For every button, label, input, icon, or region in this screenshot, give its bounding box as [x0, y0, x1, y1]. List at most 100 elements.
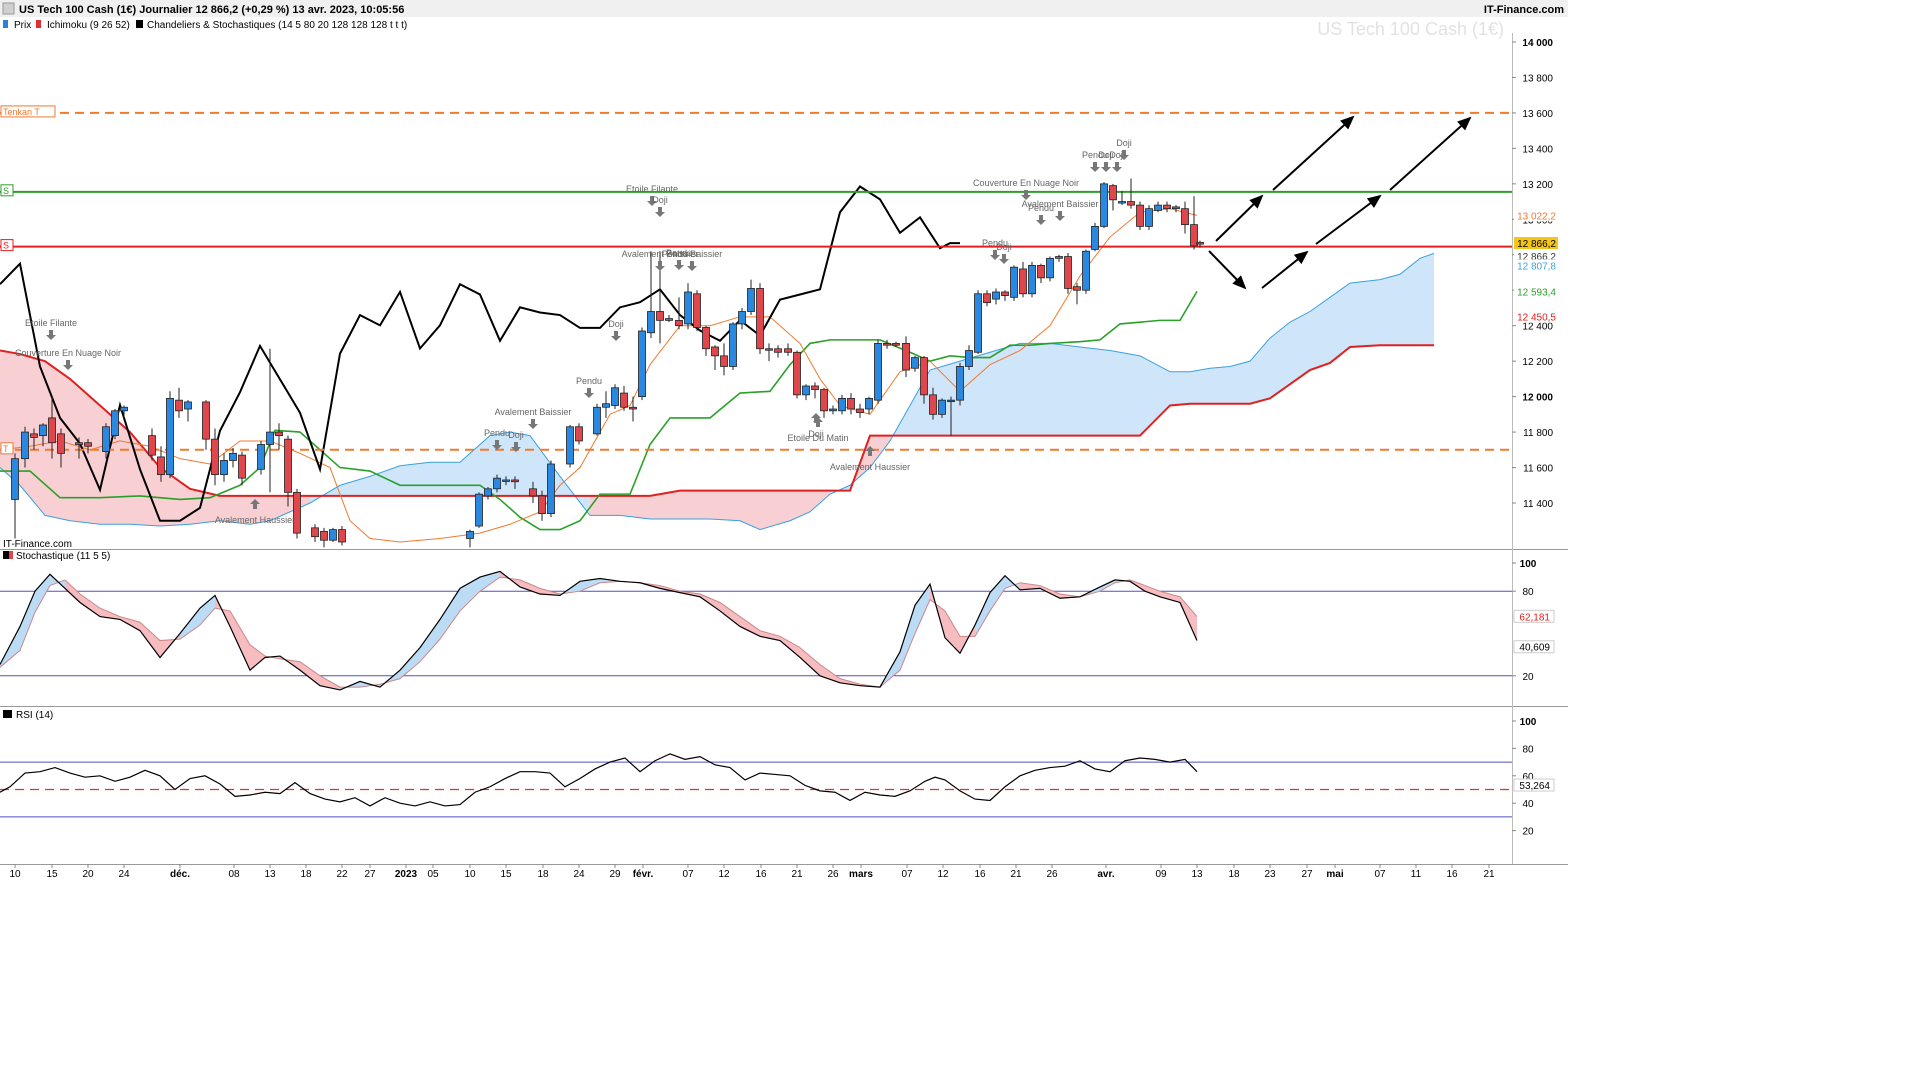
- pattern-label: Doji: [652, 195, 668, 205]
- candle-body: [1001, 291, 1009, 296]
- cloud-segment: [590, 495, 620, 516]
- stoch-fill: [580, 578, 600, 592]
- stoch-value-box: [1513, 609, 1555, 623]
- cloud-segment: [430, 462, 460, 496]
- date-tick-label: 13: [1191, 869, 1203, 880]
- cloud-segment: [1250, 338, 1270, 404]
- stoch-fill: [80, 594, 100, 617]
- stoch-fill: [1100, 579, 1115, 592]
- candle-body: [166, 397, 174, 476]
- stoch-swatch-red: [9, 551, 13, 559]
- date-tick-label: 15: [500, 869, 512, 880]
- stoch-fill: [820, 664, 840, 683]
- date-tick-label: 18: [300, 869, 312, 880]
- cloud-segment: [1110, 350, 1140, 436]
- cloud-segment: [680, 490, 710, 519]
- date-tick-label: 22: [336, 869, 348, 880]
- rsi-tick-label: 80: [1522, 744, 1534, 755]
- senkou-span-b: [0, 344, 1434, 497]
- price-tick-label: 12 000: [1522, 393, 1553, 404]
- header-bar: [0, 0, 1568, 17]
- candle-body: [829, 408, 837, 412]
- stoch-fill: [975, 592, 990, 637]
- level-label-box: [0, 239, 14, 252]
- rsi-axis: 100 80 60 40 20 53,264: [1512, 717, 1555, 838]
- rsi-tick-label: 20: [1522, 827, 1534, 838]
- date-tick-label: 27: [1301, 869, 1313, 880]
- candle-body: [1046, 257, 1054, 279]
- candle-body: [202, 401, 210, 440]
- candle-body: [538, 495, 546, 515]
- stoch-fill: [480, 571, 500, 592]
- candle-body: [284, 438, 292, 493]
- candle-body: [1082, 250, 1090, 291]
- pattern-arrow-icon: [813, 417, 823, 427]
- candle-body: [75, 442, 83, 445]
- candle-body: [175, 399, 183, 412]
- price-tag: 12 807,8: [1517, 261, 1556, 272]
- pattern-label: Avalement Baissier: [622, 249, 699, 259]
- pattern-label: Pendu Baissier: [662, 249, 723, 259]
- pattern-label: Doji: [608, 319, 624, 329]
- level-labels: Tenkan T S S T: [0, 105, 56, 455]
- stoch-k-line: [0, 570, 1198, 691]
- cloud-segment: [1050, 343, 1080, 436]
- candle-body: [602, 403, 610, 408]
- legend-swatch-chandeliers: [136, 20, 143, 28]
- candle-body: [684, 291, 692, 325]
- candle-body: [1055, 256, 1063, 259]
- candle-body: [793, 351, 801, 396]
- cloud-segment: [270, 495, 290, 521]
- rsi-title[interactable]: RSI (14): [16, 710, 53, 721]
- candle-body: [802, 385, 810, 396]
- date-tick-label: 29: [609, 869, 621, 880]
- tenkan-line: [0, 208, 1198, 543]
- pattern-label: Pendu: [1082, 150, 1108, 160]
- candle-body: [747, 288, 755, 312]
- price-tick-label: 12 400: [1522, 322, 1553, 333]
- stochastic-panel: [0, 570, 1512, 691]
- pattern-arrow-icon: [584, 388, 594, 398]
- legend-swatch-prix: [3, 20, 8, 28]
- legend: Prix Ichimoku (9 26 52) Chandeliers & St…: [3, 20, 407, 31]
- chart-title: US Tech 100 Cash (1€) Journalier 12 866,…: [19, 4, 404, 16]
- rsi-tick-label: 100: [1520, 717, 1537, 728]
- cloud-segment: [960, 352, 990, 436]
- pattern-arrow-icon: [1112, 162, 1122, 172]
- level-label: S: [3, 241, 9, 251]
- pattern-arrow-icon: [511, 442, 521, 452]
- cloud-segment: [1350, 279, 1380, 347]
- candle-body: [493, 477, 501, 490]
- legend-item-chandeliers[interactable]: Chandeliers & Stochastiques (14 5 80 20 …: [147, 20, 407, 31]
- candle-body: [120, 406, 128, 412]
- legend-item-ichimoku[interactable]: Ichimoku (9 26 52): [47, 20, 130, 31]
- legend-item-prix[interactable]: Prix: [14, 20, 31, 31]
- watermark: US Tech 100 Cash (1€): [1317, 19, 1504, 39]
- price-tick-label: 13 400: [1522, 144, 1553, 155]
- price-tick-label: 12 200: [1522, 357, 1553, 368]
- pattern-label: Etoile Filante: [626, 184, 678, 194]
- date-tick-label: 07: [682, 869, 694, 880]
- candle-body: [102, 426, 110, 452]
- cloud-segment: [620, 495, 650, 519]
- legend-swatch-ichimoku: [36, 20, 41, 28]
- price-tag-box: [1514, 259, 1558, 272]
- candle-body: [1190, 224, 1198, 247]
- candle-body: [529, 488, 537, 497]
- stoch-fill: [760, 630, 780, 641]
- stoch-title[interactable]: Stochastique (11 5 5): [16, 551, 110, 562]
- date-tick-label: 07: [901, 869, 913, 880]
- stoch-fill: [35, 574, 50, 613]
- pattern-arrow-icon: [999, 254, 1009, 264]
- candle-body: [1109, 185, 1117, 201]
- candle-body: [983, 293, 991, 304]
- candle-body: [1127, 201, 1135, 206]
- price-tag-box: [1514, 310, 1558, 323]
- candle-body: [965, 350, 973, 367]
- candle-body: [593, 406, 601, 435]
- stoch-fill: [230, 610, 250, 671]
- stoch-fill: [945, 610, 960, 654]
- price-tick-label: 11 400: [1523, 499, 1553, 510]
- stoch-d-line: [0, 576, 1198, 688]
